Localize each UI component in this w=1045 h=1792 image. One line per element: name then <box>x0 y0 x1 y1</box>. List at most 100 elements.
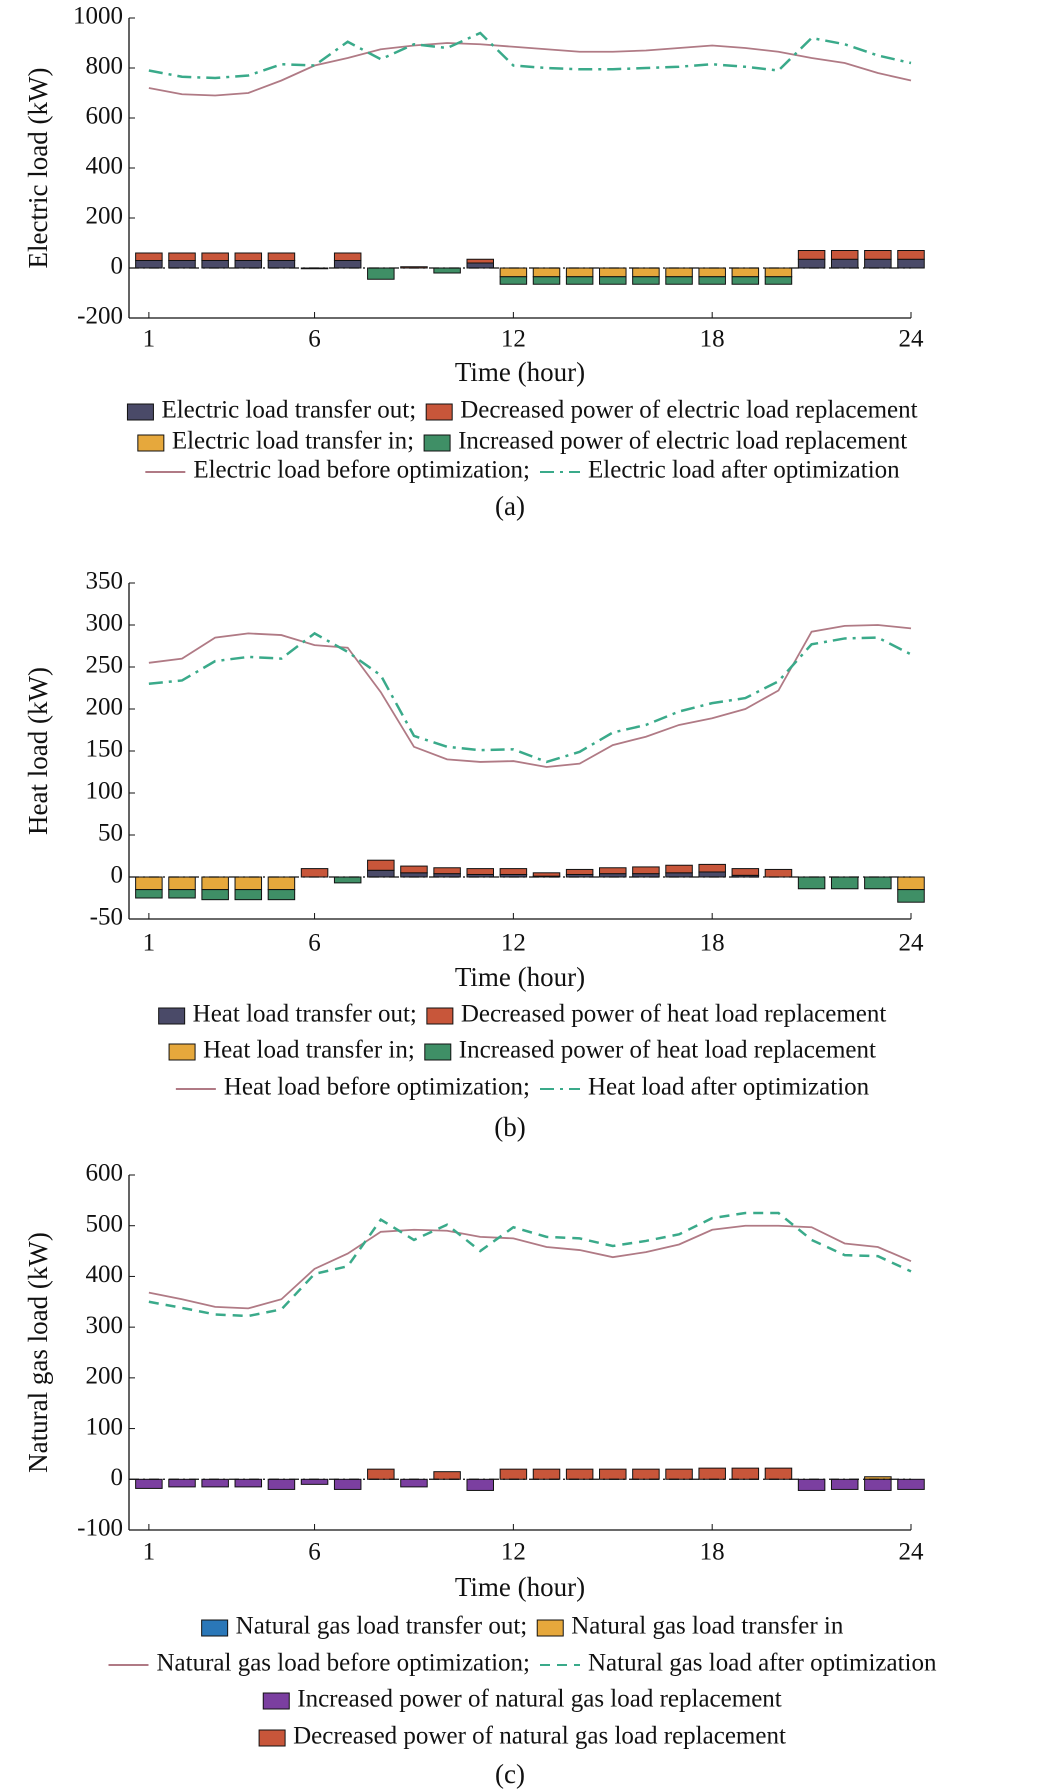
legend-label: Heat load transfer out; <box>193 1001 417 1028</box>
bar <box>201 252 229 261</box>
bar <box>897 889 925 903</box>
x-tick-label: 12 <box>501 1539 526 1566</box>
x-tick-label: 12 <box>501 326 526 353</box>
bar <box>565 868 594 875</box>
x-tick-label: 24 <box>899 930 925 957</box>
legend-label: Decreased power of natural gas load repl… <box>293 1723 786 1750</box>
legend-swatch <box>536 1619 564 1637</box>
legend-label: Electric load before optimization; <box>193 457 530 484</box>
bar <box>764 276 793 285</box>
legend-label: Electric load transfer out; <box>161 397 416 424</box>
bar <box>797 1478 826 1491</box>
bar <box>333 876 362 884</box>
y-tick-label: 0 <box>111 862 124 889</box>
caption: (b) <box>494 1112 525 1142</box>
bar <box>731 1467 760 1480</box>
line <box>148 624 912 768</box>
y-tick-label: 200 <box>86 1363 124 1390</box>
legend-row: Electric load transfer in; Increased powe… <box>137 428 907 455</box>
bar <box>499 267 528 278</box>
bar <box>897 1478 925 1490</box>
bar <box>267 252 296 261</box>
line <box>148 1224 912 1310</box>
y-tick-label: 600 <box>86 103 124 130</box>
y-tick-label: 300 <box>86 610 124 637</box>
legend-swatch <box>258 1729 286 1747</box>
y-axis-label: Electric load (kW) <box>23 68 53 269</box>
bar <box>499 1468 528 1480</box>
y-tick-label: 400 <box>86 153 124 180</box>
bar <box>897 258 925 269</box>
bar <box>201 876 229 891</box>
line <box>148 1211 912 1318</box>
legend-row: Electric load transfer out; Decreased pow… <box>126 397 918 424</box>
bar <box>665 864 693 874</box>
bar <box>367 1468 395 1480</box>
bar <box>201 889 229 901</box>
x-tick-label: 24 <box>899 1539 925 1566</box>
bar <box>267 260 296 269</box>
y-tick-label: 250 <box>86 652 124 679</box>
bar <box>797 876 826 890</box>
bar <box>135 889 163 899</box>
y-tick-label: 1000 <box>73 3 123 30</box>
bar <box>135 1478 163 1489</box>
chart: -50 0 50 100 150 200 250 300 350 1 6 12 18 24 Heat loa… <box>23 568 925 1142</box>
bar <box>499 276 528 285</box>
y-tick-label: 0 <box>111 1464 124 1491</box>
bar <box>433 1471 461 1480</box>
y-tick-label: 200 <box>86 694 124 721</box>
legend-label: Heat load before optimization; <box>224 1074 530 1101</box>
bar <box>897 250 925 260</box>
bar <box>565 276 594 285</box>
bar <box>830 258 859 269</box>
bar <box>665 276 693 285</box>
legend-row: Heat load transfer in; Increased power of… <box>168 1037 876 1064</box>
bar <box>433 867 461 875</box>
bar <box>168 252 196 261</box>
bar <box>764 1467 793 1480</box>
chart: -200 0 200 400 600 800 1000 1 6 12 18 24 Electric lo… <box>23 3 925 521</box>
chart: -100 0 100 200 300 400 500 600 1 6 12 18 24 Natural g… <box>23 1160 937 1789</box>
legend-swatch <box>201 1619 229 1637</box>
legend-row: Natural gas load before optimization; Nat… <box>108 1650 937 1677</box>
line <box>148 631 912 764</box>
legend-swatch <box>426 1007 454 1025</box>
caption: (a) <box>495 491 525 521</box>
bar <box>731 267 760 278</box>
y-tick-label: 200 <box>86 203 124 230</box>
bar <box>698 863 726 873</box>
bar <box>665 267 693 278</box>
bar <box>632 866 660 875</box>
bar <box>599 276 627 285</box>
bar <box>400 872 428 878</box>
bar <box>499 868 528 875</box>
bar <box>400 1478 428 1488</box>
bar <box>267 1478 296 1490</box>
y-tick-label: 350 <box>86 568 124 595</box>
x-axis-label: Time (hour) <box>455 1572 585 1602</box>
x-tick-label: 12 <box>501 930 526 957</box>
bar <box>234 889 263 901</box>
y-tick-label: -200 <box>77 303 123 330</box>
x-tick-label: 18 <box>700 930 725 957</box>
bar <box>201 1478 229 1488</box>
legend-row: Natural gas load transfer out; Natural ga… <box>201 1613 844 1640</box>
bar <box>532 872 561 877</box>
bar <box>665 872 693 878</box>
legend-row: Increased power of natural gas load repl… <box>262 1686 782 1713</box>
bar <box>532 276 561 285</box>
x-axis-label: Time (hour) <box>455 357 585 387</box>
bar <box>300 1478 329 1485</box>
bar <box>731 868 760 876</box>
bar <box>632 1468 660 1480</box>
line <box>148 42 912 97</box>
bar <box>565 267 594 278</box>
bar <box>830 1478 859 1490</box>
legend-swatch <box>425 403 453 421</box>
bar <box>532 267 561 278</box>
x-tick-label: 18 <box>700 1539 725 1566</box>
x-tick-label: 24 <box>899 326 925 353</box>
bar <box>599 267 627 278</box>
